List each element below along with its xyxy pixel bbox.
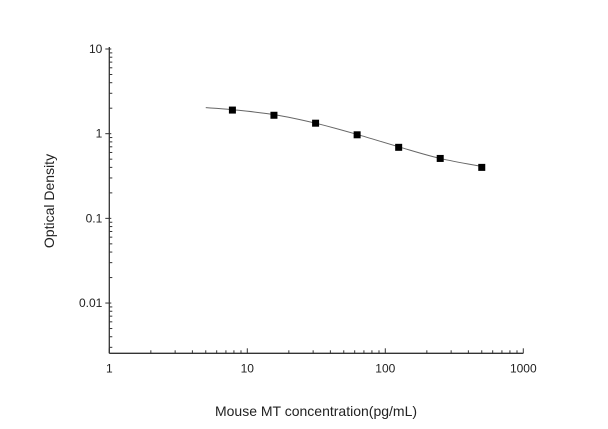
y-tick-label: 0.1	[86, 211, 103, 225]
x-tick-label: 1	[106, 361, 113, 375]
data-point	[436, 154, 444, 162]
axes	[105, 47, 524, 354]
data-point	[478, 163, 486, 171]
tick-labels: 1 10 100 1000 0.01 0.1 1 10	[79, 42, 537, 375]
x-tick-label: 100	[375, 361, 395, 375]
x-tick-label: 1000	[510, 361, 537, 375]
data-point	[312, 119, 320, 127]
data-point	[395, 143, 403, 151]
data-point	[353, 131, 361, 139]
data-points	[228, 106, 486, 171]
y-tick-label: 10	[89, 42, 103, 56]
y-axis-label: Optical Density	[41, 154, 57, 248]
data-point	[270, 111, 278, 119]
y-tick-label: 0.01	[79, 296, 103, 310]
x-axis-label: Mouse MT concentration(pg/mL)	[215, 403, 417, 419]
data-point	[228, 106, 236, 114]
x-tick-label: 10	[241, 361, 255, 375]
y-tick-label: 1	[96, 127, 103, 141]
